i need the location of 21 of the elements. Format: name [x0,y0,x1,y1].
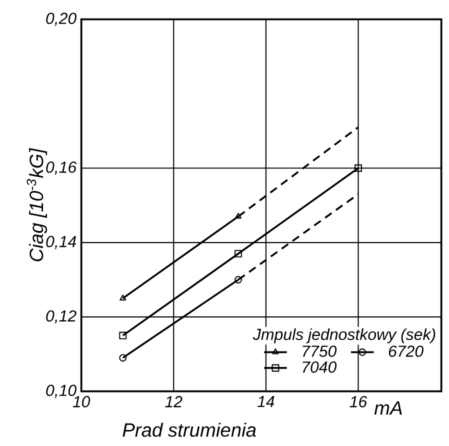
point [119,354,127,362]
x-tick-label: 10 [72,396,90,408]
legend-label: 7750 [302,346,337,357]
y-tick-label: 0,10 [46,384,76,398]
legend-label: 7040 [302,361,337,373]
point [119,332,127,340]
legend-label: 6720 [388,346,424,357]
y-tick-label: 0,16 [46,162,77,175]
y-tick-label: 0,20 [46,12,76,26]
x-axis-title: Prad strumienia [122,422,256,437]
x-tick-label: 14 [257,396,274,408]
point [354,164,362,172]
y-axis-title: Ciag [10$^{-3}$kG] [26,148,48,262]
point [234,276,242,284]
point [234,250,242,258]
y-tick-label: 0,14 [46,236,76,250]
legend-title: Jmpuls jednostkowy (sek) [252,328,436,344]
x-tick-label: 12 [165,396,182,408]
x-tick-label: 16 [350,396,368,408]
text: mA [374,401,402,415]
y-tick-label: 0,12 [46,310,76,324]
